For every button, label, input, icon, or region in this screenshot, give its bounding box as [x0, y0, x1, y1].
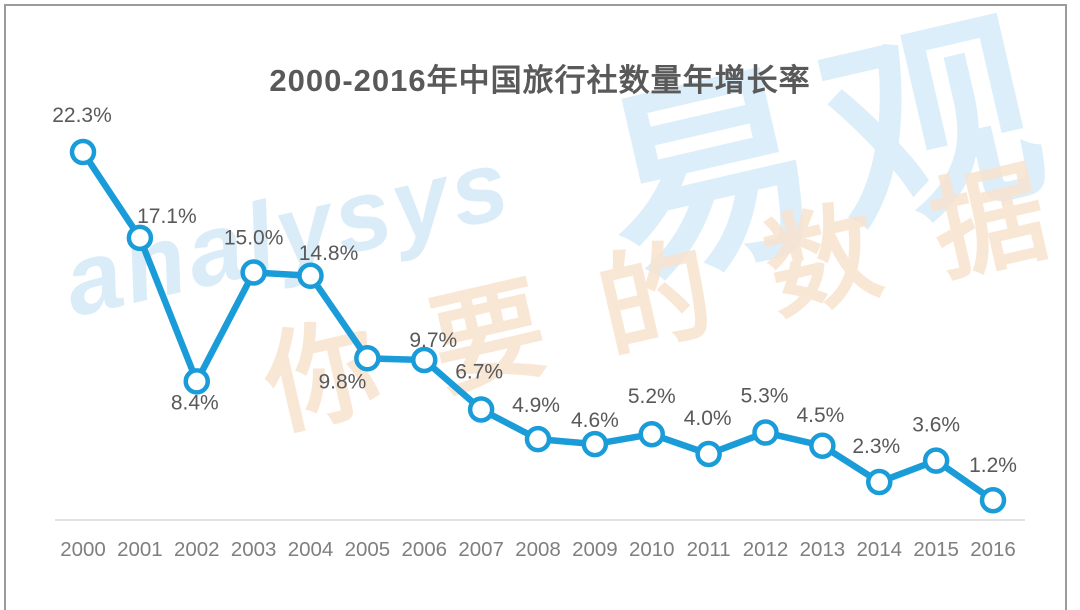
chart-title: 2000-2016年中国旅行社数量年增长率 [269, 63, 811, 98]
data-value-label: 5.3% [741, 385, 789, 408]
data-point-marker [979, 486, 1007, 514]
x-tick-label: 2004 [288, 538, 334, 561]
data-point-marker [581, 430, 609, 458]
x-tick-label: 2009 [572, 538, 618, 561]
data-point-marker [695, 440, 722, 468]
x-tick-label: 2014 [856, 538, 902, 561]
x-tick-label: 2007 [458, 538, 504, 561]
data-point-marker [467, 396, 495, 423]
data-value-label: 22.3% [52, 104, 112, 127]
data-point-marker [922, 447, 950, 474]
x-tick-label: 2008 [515, 538, 561, 561]
data-point-marker [69, 138, 97, 166]
data-point-marker [354, 345, 381, 372]
x-tick-label: 2002 [174, 538, 220, 561]
data-point-marker [809, 432, 836, 459]
x-tick-label: 2012 [743, 538, 789, 561]
x-tick-label: 2000 [60, 538, 106, 561]
data-point-marker [297, 262, 324, 290]
x-tick-label: 2015 [913, 538, 959, 561]
data-value-label: 4.0% [684, 407, 732, 430]
x-tick-label: 2005 [345, 538, 391, 561]
x-tick-label: 2003 [231, 538, 277, 561]
x-tick-label: 2016 [970, 538, 1016, 561]
data-point-marker [240, 259, 267, 286]
data-value-label: 4.9% [512, 394, 560, 417]
x-tick-label: 2006 [401, 538, 447, 561]
data-value-label: 9.8% [318, 370, 366, 393]
data-point-marker [866, 468, 893, 496]
x-tick-label: 2013 [800, 538, 846, 561]
data-point-marker [183, 368, 210, 395]
data-value-label: 6.7% [455, 360, 503, 383]
data-value-label: 3.6% [912, 414, 960, 437]
data-value-label: 2.3% [852, 435, 900, 458]
data-value-label: 15.0% [224, 227, 284, 250]
data-value-label: 8.4% [171, 391, 219, 414]
data-point-marker [411, 346, 438, 374]
x-tick-label: 2010 [629, 538, 675, 561]
data-point-marker [524, 425, 552, 453]
data-point-marker [638, 420, 665, 448]
x-tick-label: 2011 [687, 538, 731, 561]
chart-frame-border [4, 4, 1067, 610]
data-value-label: 5.2% [628, 385, 676, 408]
data-value-label: 4.5% [796, 404, 844, 427]
data-value-label: 17.1% [137, 205, 197, 228]
data-value-label: 14.8% [299, 242, 359, 265]
data-value-label: 9.7% [409, 329, 457, 352]
x-tick-label: 2001 [117, 538, 163, 561]
data-point-marker [752, 419, 779, 446]
data-value-label: 4.6% [571, 409, 619, 432]
data-point-marker [126, 224, 154, 252]
data-value-label: 1.2% [969, 454, 1017, 477]
